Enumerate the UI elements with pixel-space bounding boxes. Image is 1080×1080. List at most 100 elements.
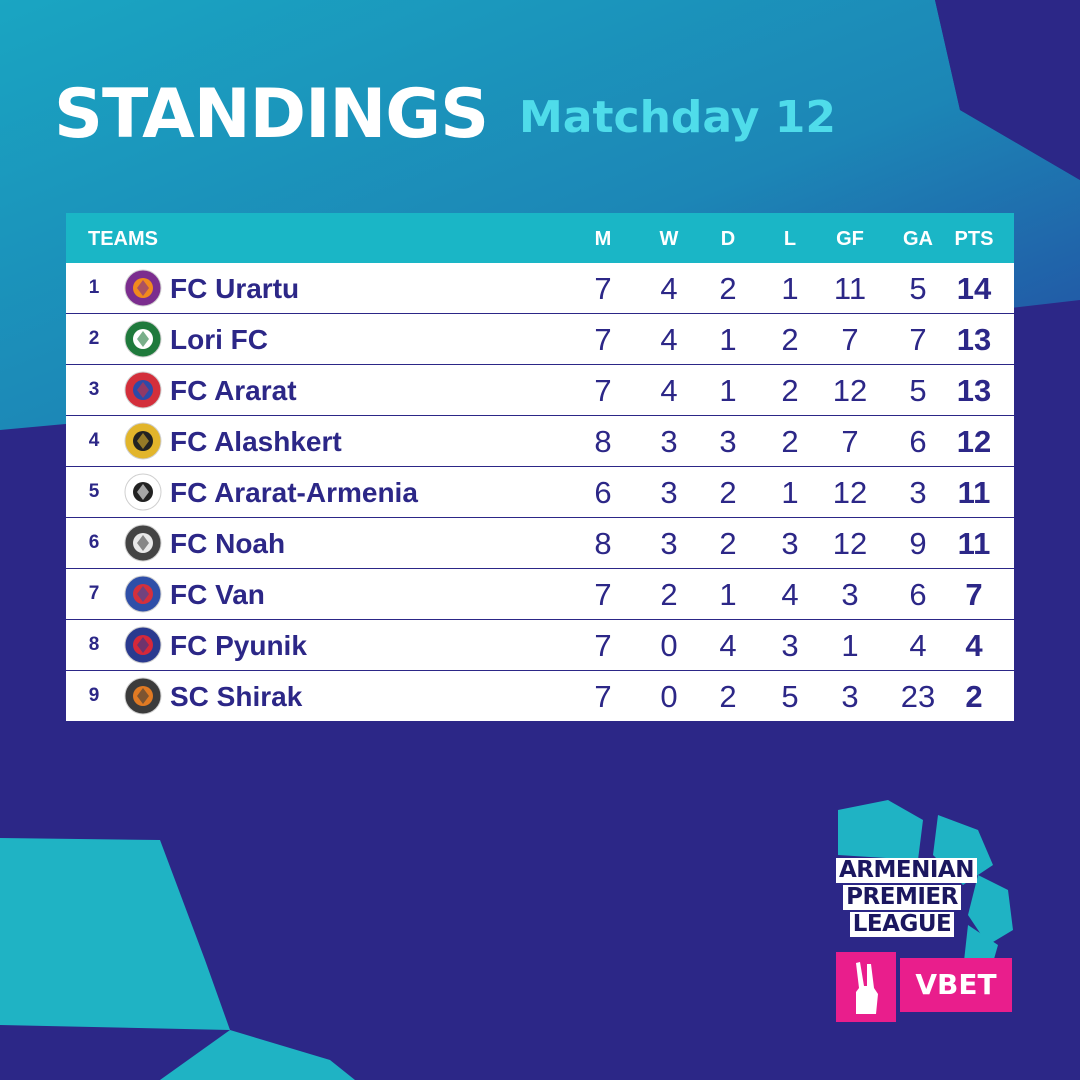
- stat-draws: 1: [719, 322, 737, 357]
- standings-table: TEAMS M W D L GF GA PTS 1 FC Urartu 7 4 2 1 1…: [66, 213, 1014, 721]
- stat-wins: 0: [660, 679, 678, 714]
- stat-losses: 5: [781, 679, 799, 714]
- stat-goals-for: 12: [832, 526, 868, 561]
- league-line-1: ARMENIAN: [836, 858, 977, 883]
- stat-goals-for: 7: [841, 424, 859, 459]
- header-losses: L: [783, 228, 797, 250]
- team-name: FC Ararat-Armenia: [170, 477, 418, 508]
- stat-goals-for: 7: [841, 322, 859, 357]
- van-crest-icon: [124, 575, 162, 613]
- league-line-3: LEAGUE: [849, 912, 955, 937]
- rank: 6: [88, 532, 100, 553]
- table-row: 8 FC Pyunik 7 0 4 3 1 4 4: [66, 619, 1014, 670]
- stat-losses: 4: [781, 577, 799, 612]
- header-teams: TEAMS: [88, 228, 158, 250]
- stat-wins: 4: [660, 271, 678, 306]
- lori-crest-icon: [124, 320, 162, 358]
- stat-points: 14: [956, 271, 992, 306]
- shirak-crest-icon: [124, 677, 162, 715]
- stat-points: 2: [965, 679, 983, 714]
- stat-points: 12: [956, 424, 992, 459]
- stat-matches: 7: [594, 373, 612, 408]
- team-name: Lori FC: [170, 324, 268, 355]
- table-row: 9 SC Shirak 7 0 2 5 3 23 2: [66, 670, 1014, 721]
- sponsor-badge: VBET: [900, 958, 1012, 1012]
- header-points: PTS: [954, 228, 994, 250]
- team-name: FC Ararat: [170, 375, 297, 406]
- stat-losses: 1: [781, 271, 799, 306]
- header-matches: M: [594, 228, 612, 250]
- stat-goals-against: 5: [909, 271, 927, 306]
- bottom-teal-shard: [160, 1030, 355, 1080]
- stat-matches: 7: [594, 679, 612, 714]
- stat-goals-for: 3: [841, 577, 859, 612]
- stat-wins: 4: [660, 373, 678, 408]
- stat-matches: 6: [594, 475, 612, 510]
- table-row: 5 FC Ararat-Armenia 6 3 2 1 12 3 11: [66, 466, 1014, 517]
- stat-wins: 4: [660, 322, 678, 357]
- stat-losses: 2: [781, 322, 799, 357]
- stat-goals-against: 23: [900, 679, 936, 714]
- table-row: 6 FC Noah 8 3 2 3 12 9 11: [66, 517, 1014, 568]
- stat-goals-for: 12: [832, 373, 868, 408]
- stat-draws: 1: [719, 373, 737, 408]
- stat-draws: 2: [719, 679, 737, 714]
- league-wordmark: ARMENIAN PREMIER LEAGUE: [836, 858, 977, 939]
- header-wins: W: [659, 228, 679, 250]
- stat-matches: 7: [594, 628, 612, 663]
- table-row: 3 FC Ararat 7 4 1 2 12 5 13: [66, 364, 1014, 415]
- team-name: FC Van: [170, 579, 265, 610]
- stat-goals-against: 4: [909, 628, 927, 663]
- table-row: 1 FC Urartu 7 4 2 1 11 5 14: [66, 263, 1014, 313]
- matchday-label: Matchday 12: [519, 92, 836, 143]
- stat-goals-for: 1: [841, 628, 859, 663]
- rank: 8: [88, 634, 100, 655]
- stat-draws: 1: [719, 577, 737, 612]
- rank: 4: [88, 430, 100, 451]
- table-row: 4 FC Alashkert 8 3 3 2 7 6 12: [66, 415, 1014, 466]
- stat-goals-against: 6: [909, 577, 927, 612]
- rank: 1: [88, 277, 100, 298]
- rank: 2: [88, 328, 100, 349]
- rank: 3: [88, 379, 100, 400]
- stat-goals-against: 7: [909, 322, 927, 357]
- pyunik-crest-icon: [124, 626, 162, 664]
- stat-wins: 3: [660, 424, 678, 459]
- stat-points: 11: [957, 526, 991, 561]
- rank: 7: [88, 583, 100, 604]
- league-line-2: PREMIER: [843, 885, 961, 910]
- stat-goals-against: 5: [909, 373, 927, 408]
- stat-goals-for: 3: [841, 679, 859, 714]
- stat-draws: 2: [719, 475, 737, 510]
- header-draws: D: [720, 228, 736, 250]
- stat-matches: 8: [594, 424, 612, 459]
- team-name: FC Pyunik: [170, 630, 307, 661]
- stat-goals-against: 3: [909, 475, 927, 510]
- team-name: FC Alashkert: [170, 426, 342, 457]
- stat-goals-against: 6: [909, 424, 927, 459]
- stat-draws: 2: [719, 271, 737, 306]
- stat-losses: 3: [781, 526, 799, 561]
- stat-wins: 2: [660, 577, 678, 612]
- victory-hand-icon: [836, 952, 896, 1022]
- table-body: 1 FC Urartu 7 4 2 1 11 5 14 2 Lori FC 7 4 1 2 7 7 13 3 F…: [66, 263, 1014, 721]
- ararat-crest-icon: [124, 371, 162, 409]
- alashkert-crest-icon: [124, 422, 162, 460]
- table-row: 2 Lori FC 7 4 1 2 7 7 13: [66, 313, 1014, 364]
- stat-goals-against: 9: [909, 526, 927, 561]
- stat-losses: 2: [781, 373, 799, 408]
- page-title: STANDINGS: [54, 75, 489, 154]
- top-right-navy-wedge: [935, 0, 1080, 180]
- stat-matches: 7: [594, 271, 612, 306]
- table-row: 7 FC Van 7 2 1 4 3 6 7: [66, 568, 1014, 619]
- team-name: FC Urartu: [170, 273, 300, 304]
- stat-wins: 3: [660, 475, 678, 510]
- stat-losses: 2: [781, 424, 799, 459]
- stat-goals-for: 12: [832, 475, 868, 510]
- noah-crest-icon: [124, 524, 162, 562]
- stat-points: 11: [957, 475, 991, 510]
- stat-draws: 3: [719, 424, 737, 459]
- urartu-crest-icon: [124, 269, 162, 307]
- stat-matches: 8: [594, 526, 612, 561]
- header-goals-for: GF: [836, 228, 864, 250]
